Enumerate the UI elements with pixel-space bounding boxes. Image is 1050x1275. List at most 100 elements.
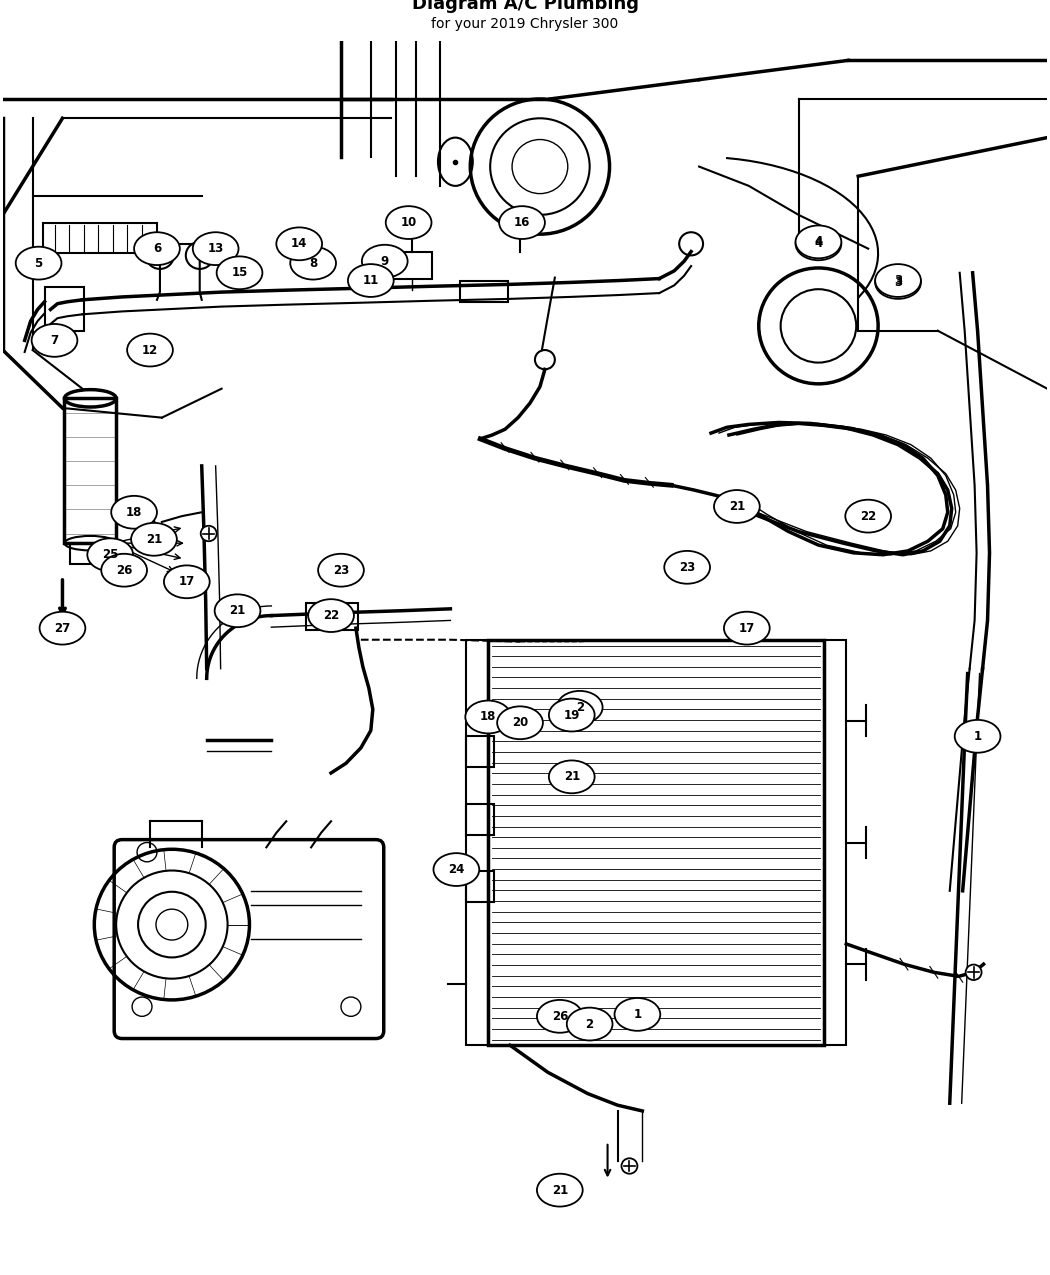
Circle shape bbox=[679, 232, 704, 255]
Ellipse shape bbox=[348, 264, 394, 297]
Ellipse shape bbox=[308, 599, 354, 632]
Circle shape bbox=[146, 242, 174, 269]
Ellipse shape bbox=[164, 565, 210, 598]
Ellipse shape bbox=[714, 490, 760, 523]
Ellipse shape bbox=[216, 256, 262, 289]
Ellipse shape bbox=[845, 500, 891, 533]
Text: 14: 14 bbox=[291, 237, 308, 250]
Text: 12: 12 bbox=[142, 343, 159, 357]
Bar bbox=[466, 805, 495, 835]
Text: 21: 21 bbox=[564, 770, 580, 783]
Bar bbox=[44, 287, 84, 330]
Text: 19: 19 bbox=[564, 709, 580, 722]
Text: 21: 21 bbox=[729, 500, 746, 513]
Text: 9: 9 bbox=[380, 255, 388, 268]
Bar bbox=[43, 223, 156, 254]
Ellipse shape bbox=[497, 706, 543, 739]
Bar bbox=[488, 640, 824, 1046]
Text: 4: 4 bbox=[815, 237, 822, 250]
Text: 3: 3 bbox=[894, 275, 902, 289]
Circle shape bbox=[534, 351, 554, 370]
Ellipse shape bbox=[665, 551, 710, 584]
Text: 3: 3 bbox=[894, 274, 902, 287]
Circle shape bbox=[201, 525, 216, 541]
Bar bbox=[391, 251, 433, 278]
Text: 2: 2 bbox=[575, 701, 584, 714]
Text: 15: 15 bbox=[231, 266, 248, 279]
Text: 11: 11 bbox=[362, 274, 379, 287]
Ellipse shape bbox=[276, 227, 322, 260]
Bar bbox=[466, 872, 495, 903]
Text: 27: 27 bbox=[55, 622, 70, 635]
Circle shape bbox=[186, 242, 213, 269]
Ellipse shape bbox=[537, 1000, 583, 1033]
Ellipse shape bbox=[954, 720, 1001, 752]
Text: for your 2019 Chrysler 300: for your 2019 Chrysler 300 bbox=[432, 17, 618, 31]
Ellipse shape bbox=[723, 612, 770, 645]
Ellipse shape bbox=[875, 266, 921, 298]
Circle shape bbox=[514, 227, 526, 238]
Ellipse shape bbox=[134, 232, 180, 265]
Text: 1: 1 bbox=[633, 1009, 642, 1021]
Text: 26: 26 bbox=[551, 1010, 568, 1023]
Text: 22: 22 bbox=[860, 510, 877, 523]
Ellipse shape bbox=[40, 612, 85, 645]
Circle shape bbox=[139, 516, 155, 532]
Ellipse shape bbox=[567, 1007, 612, 1040]
Bar bbox=[307, 603, 358, 630]
Bar bbox=[460, 280, 508, 302]
Ellipse shape bbox=[290, 247, 336, 279]
Text: 21: 21 bbox=[146, 533, 162, 546]
Text: 18: 18 bbox=[480, 710, 497, 723]
Ellipse shape bbox=[499, 207, 545, 238]
Ellipse shape bbox=[614, 998, 660, 1030]
Ellipse shape bbox=[434, 853, 479, 886]
Ellipse shape bbox=[193, 232, 238, 265]
Text: 26: 26 bbox=[116, 564, 132, 576]
Text: 24: 24 bbox=[448, 863, 464, 876]
Ellipse shape bbox=[549, 760, 594, 793]
Ellipse shape bbox=[556, 691, 603, 724]
Ellipse shape bbox=[537, 1174, 583, 1206]
Circle shape bbox=[152, 529, 168, 546]
Ellipse shape bbox=[796, 227, 841, 260]
Ellipse shape bbox=[16, 247, 62, 279]
Ellipse shape bbox=[131, 523, 176, 556]
Text: 20: 20 bbox=[512, 717, 528, 729]
Ellipse shape bbox=[111, 496, 156, 529]
Text: 13: 13 bbox=[208, 242, 224, 255]
Text: 17: 17 bbox=[178, 575, 195, 588]
Bar bbox=[466, 736, 495, 768]
Circle shape bbox=[966, 965, 982, 980]
Ellipse shape bbox=[101, 553, 147, 586]
Ellipse shape bbox=[549, 699, 594, 732]
Ellipse shape bbox=[32, 324, 78, 357]
Text: 25: 25 bbox=[102, 548, 119, 561]
Bar bbox=[70, 543, 110, 565]
Ellipse shape bbox=[875, 264, 921, 297]
Text: 17: 17 bbox=[739, 622, 755, 635]
Bar bbox=[824, 640, 846, 1046]
Ellipse shape bbox=[465, 700, 511, 733]
Text: 21: 21 bbox=[551, 1183, 568, 1197]
Text: 5: 5 bbox=[35, 256, 43, 269]
Bar bbox=[64, 398, 117, 543]
Text: 6: 6 bbox=[153, 242, 161, 255]
Ellipse shape bbox=[87, 538, 133, 571]
Bar bbox=[466, 640, 488, 1046]
Ellipse shape bbox=[796, 226, 841, 259]
Ellipse shape bbox=[385, 207, 432, 238]
Text: 16: 16 bbox=[513, 215, 530, 230]
Text: 1: 1 bbox=[973, 729, 982, 743]
Text: 23: 23 bbox=[679, 561, 695, 574]
Ellipse shape bbox=[127, 334, 173, 366]
Ellipse shape bbox=[362, 245, 407, 278]
Ellipse shape bbox=[318, 553, 364, 586]
Text: 8: 8 bbox=[309, 256, 317, 269]
Text: 23: 23 bbox=[333, 564, 349, 576]
Text: 7: 7 bbox=[50, 334, 59, 347]
Text: 21: 21 bbox=[229, 604, 246, 617]
Ellipse shape bbox=[214, 594, 260, 627]
Text: 2: 2 bbox=[586, 1017, 593, 1030]
Text: 10: 10 bbox=[400, 215, 417, 230]
